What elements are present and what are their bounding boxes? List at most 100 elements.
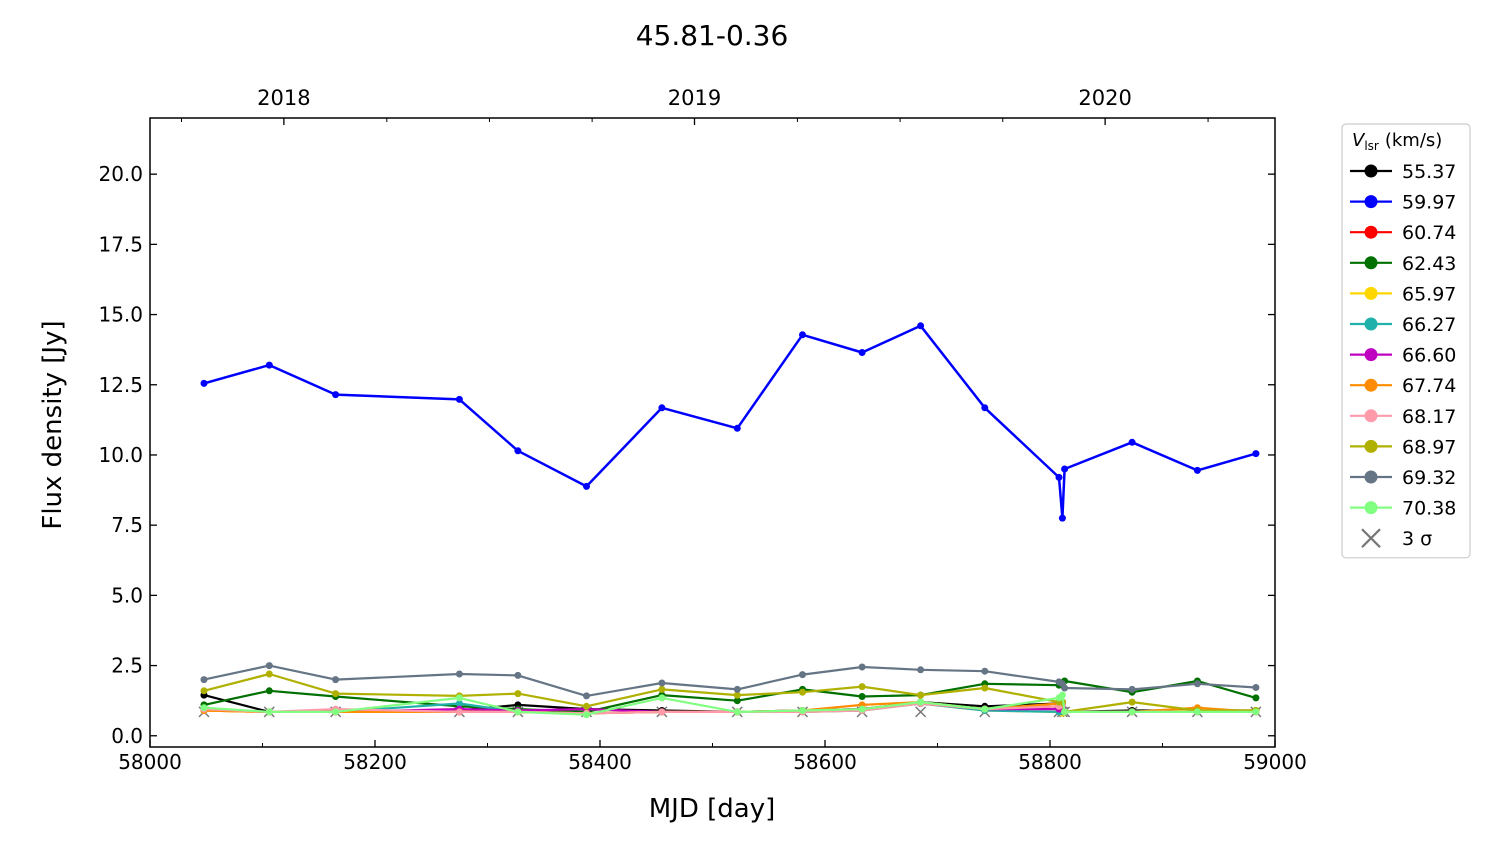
data-point <box>858 693 866 700</box>
data-point <box>1128 438 1136 446</box>
legend-label: 60.74 <box>1402 222 1456 244</box>
sigma-marker <box>915 706 927 718</box>
data-point <box>1252 450 1260 458</box>
data-point <box>733 708 741 716</box>
legend-item: 69.32 <box>1350 467 1456 489</box>
data-point <box>514 447 522 455</box>
legend-marker <box>1364 286 1378 300</box>
legend-item: 67.74 <box>1350 375 1456 397</box>
legend-item: 55.37 <box>1350 161 1456 183</box>
series-line <box>203 672 1256 713</box>
y-tick-label: 0.0 <box>111 724 143 748</box>
top-tick-label: 2019 <box>668 86 721 110</box>
chart-title: 45.81-0.36 <box>636 19 789 52</box>
data-point <box>1252 708 1260 716</box>
data-point <box>514 671 522 679</box>
series-line <box>203 324 1257 520</box>
y-tick-label: 20.0 <box>98 162 143 186</box>
data-point <box>455 700 463 707</box>
data-point <box>200 704 208 712</box>
y-tick-label: 12.5 <box>98 373 143 397</box>
data-point <box>1061 465 1069 473</box>
data-point <box>514 690 522 698</box>
data-point <box>200 379 208 387</box>
data-point <box>265 662 273 670</box>
y-axis-label: Flux density [Jy] <box>38 320 68 529</box>
legend-marker <box>1364 225 1378 239</box>
y-tick-label: 10.0 <box>98 443 143 467</box>
data-point <box>1058 514 1066 522</box>
legend-marker <box>1364 409 1378 423</box>
data-point <box>1252 694 1260 702</box>
data-point <box>583 711 590 719</box>
legend-item: 65.97 <box>1350 283 1456 305</box>
data-point <box>583 692 590 700</box>
legend-title-unit: (km/s) <box>1385 130 1442 151</box>
legend-label: 68.97 <box>1402 436 1456 458</box>
data-point <box>733 685 741 693</box>
data-point <box>265 361 273 369</box>
y-tick-label: 7.5 <box>111 513 143 537</box>
y-tick-label: 5.0 <box>111 583 143 607</box>
data-point <box>1128 685 1136 693</box>
legend-cross-marker <box>1361 528 1381 548</box>
data-point <box>917 691 925 699</box>
x-tick-label: 58000 <box>118 750 182 774</box>
data-point <box>658 685 666 693</box>
legend-marker <box>1364 256 1378 270</box>
data-point <box>265 670 273 678</box>
data-point <box>917 322 925 330</box>
legend-item: 60.74 <box>1350 222 1456 244</box>
legend-label: 55.37 <box>1402 161 1456 183</box>
data-point <box>858 705 866 713</box>
x-axis-label: MJD [day] <box>649 794 776 824</box>
data-point <box>332 391 340 399</box>
legend-marker <box>1364 317 1378 331</box>
data-point <box>332 690 340 698</box>
legend-marker <box>1364 470 1378 484</box>
data-point <box>1128 698 1136 706</box>
data-point <box>455 670 463 678</box>
legend-item: 59.97 <box>1350 192 1456 214</box>
data-point <box>1055 473 1063 481</box>
legend-marker <box>1364 195 1378 209</box>
data-point <box>265 687 273 695</box>
legend-title-symbol: V <box>1352 130 1366 151</box>
series-59-97 <box>200 322 1260 522</box>
legend-marker <box>1364 378 1378 392</box>
legend-marker <box>1364 348 1378 362</box>
top-tick-label: 2018 <box>257 86 310 110</box>
legend-title: Vlsr (km/s) <box>1352 130 1442 153</box>
data-point <box>981 667 989 675</box>
legend-label: 66.60 <box>1402 345 1456 367</box>
legend-title-subscript: lsr <box>1364 139 1379 153</box>
legend-item: 70.38 <box>1350 498 1456 520</box>
legend-marker <box>1364 439 1378 453</box>
data-point <box>917 698 925 706</box>
data-point <box>332 708 340 716</box>
data-point <box>981 705 989 713</box>
x-tick-label: 58600 <box>793 750 857 774</box>
series-69-32 <box>200 662 1260 700</box>
data-point <box>799 688 806 696</box>
legend-label: 69.32 <box>1402 467 1456 489</box>
legend-item: 66.60 <box>1350 345 1456 367</box>
data-point <box>858 663 866 671</box>
data-point <box>858 683 866 691</box>
plot-frame <box>149 117 1276 748</box>
legend-box <box>1341 123 1471 559</box>
legend-item: 68.97 <box>1350 436 1456 458</box>
data-point <box>583 482 590 490</box>
plot-marks <box>198 322 1262 719</box>
data-point <box>658 404 666 412</box>
legend-item: 68.17 <box>1350 406 1456 428</box>
legend-label: 65.97 <box>1402 283 1456 305</box>
data-point <box>455 395 463 403</box>
data-point <box>1193 466 1201 474</box>
legend-label: 62.43 <box>1402 253 1456 275</box>
x-tick-label: 58400 <box>568 750 632 774</box>
data-point <box>200 676 208 684</box>
x-tick-label: 59000 <box>1243 750 1307 774</box>
data-point <box>1128 708 1136 716</box>
legend: Vlsr (km/s) 55.37 59.97 60.74 62.43 65.97 66.27… <box>1341 123 1471 559</box>
